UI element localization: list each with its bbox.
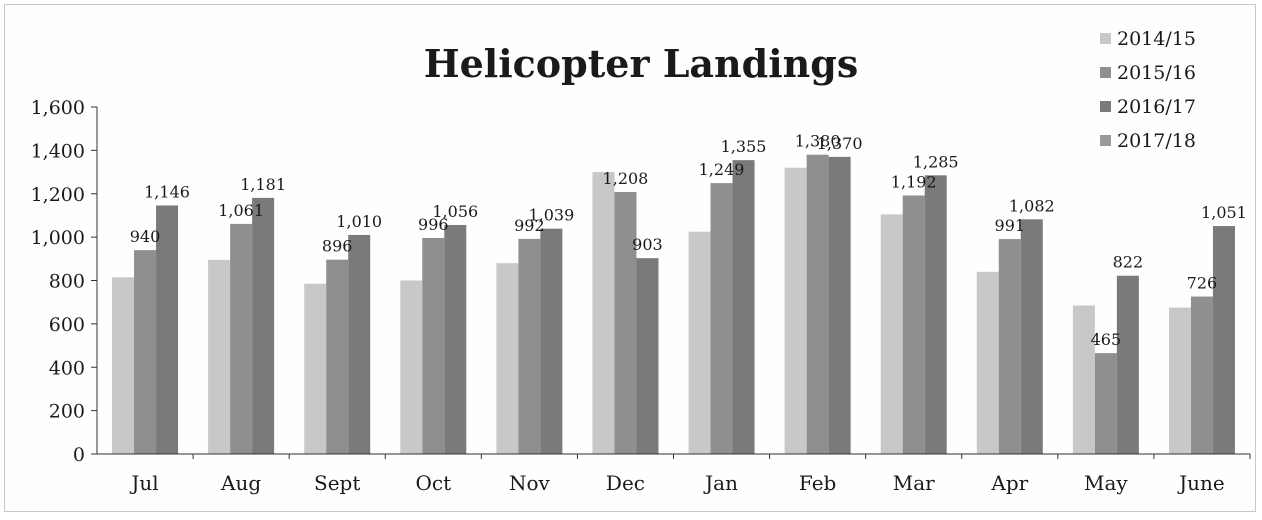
y-tick-label: 1,600 [31, 97, 85, 119]
data-label-2015-16-oct: 996 [418, 215, 449, 234]
chart-frame: Helicopter Landings 2014/15 2015/16 2016/1… [4, 4, 1256, 512]
bar-2014-15-sept [304, 283, 327, 454]
bar-2016-17-apr [1020, 219, 1043, 454]
bar-2014-15-apr [976, 271, 999, 454]
bar-2015-16-jul [134, 250, 157, 454]
bar-2016-17-jan [732, 160, 755, 454]
data-label-2015-16-jul: 940 [130, 227, 161, 246]
x-tick-label-jan: Jan [703, 471, 738, 495]
bar-2015-16-apr [998, 239, 1021, 454]
data-label-2016-17-feb: 1,370 [817, 134, 863, 153]
y-tick-label: 200 [49, 401, 85, 423]
bar-2014-15-june [1168, 307, 1191, 454]
x-tick-label-jul: Jul [129, 471, 158, 495]
data-label-2015-16-feb: 1,380 [795, 132, 841, 151]
legend-swatch-2017-18 [1100, 135, 1111, 146]
data-label-2015-16-jan: 1,249 [699, 160, 745, 179]
y-tick-label: 1,200 [31, 184, 85, 206]
x-tick-label-june: June [1177, 471, 1225, 495]
legend-label-2016-17: 2016/17 [1117, 96, 1196, 118]
bar-2015-16-may [1094, 353, 1117, 454]
bar-2015-16-dec [614, 192, 637, 454]
data-label-2016-17-jul: 1,146 [144, 182, 190, 201]
bar-2016-17-may [1116, 275, 1139, 454]
data-label-2015-16-dec: 1,208 [603, 169, 649, 188]
data-label-2016-17-sept: 1,010 [336, 212, 382, 231]
data-label-2016-17-aug: 1,181 [240, 175, 286, 194]
data-label-2016-17-jan: 1,355 [721, 137, 767, 156]
bar-2014-15-aug [208, 259, 231, 454]
x-axis: Jul Aug Sept Oct Nov Dec Jan Feb Mar Apr May June [97, 453, 1251, 495]
x-tick-label-dec: Dec [606, 471, 645, 495]
x-tick-label-mar: Mar [893, 471, 935, 495]
x-tick-label-aug: Aug [220, 471, 261, 495]
bar-2016-17-feb [828, 156, 851, 454]
bar-2014-15-mar [880, 214, 903, 454]
bar-2014-15-may [1072, 305, 1095, 454]
legend-swatch-2015-16 [1100, 67, 1111, 78]
data-label-2016-17-apr: 1,082 [1009, 196, 1055, 215]
bar-2015-16-oct [422, 237, 445, 454]
y-tick-label: 1,400 [31, 140, 85, 162]
bar-2014-15-oct [400, 280, 423, 454]
data-label-2015-16-may: 465 [1091, 330, 1122, 349]
y-tick-label: 1,000 [31, 227, 85, 249]
data-label-2016-17-june: 1,051 [1201, 203, 1247, 222]
data-label-2016-17-nov: 1,039 [528, 206, 574, 225]
bar-2014-15-feb [784, 167, 807, 454]
bar-2015-16-sept [326, 259, 349, 454]
bar-2016-17-mar [924, 175, 947, 455]
x-tick-label-may: May [1084, 471, 1128, 495]
legend: 2014/15 2015/16 2016/17 2017/18 [1100, 28, 1196, 152]
x-tick-label-sept: Sept [314, 471, 360, 495]
y-tick-label: 0 [73, 444, 85, 466]
legend-label-2015-16: 2015/16 [1117, 62, 1196, 84]
data-label-2015-16-june: 726 [1187, 274, 1218, 293]
data-label-2015-16-sept: 896 [322, 237, 353, 256]
bar-2015-16-aug [230, 223, 253, 454]
bar-2015-16-june [1190, 296, 1213, 454]
bar-2015-16-nov [518, 238, 541, 454]
y-tick-label: 400 [49, 357, 85, 379]
x-tick-label-nov: Nov [509, 471, 551, 495]
legend-label-2017-18: 2017/18 [1117, 130, 1196, 152]
legend-swatch-2014-15 [1100, 33, 1111, 44]
y-axis: 0 200 400 600 800 1,000 1,200 1,400 1,600 [31, 97, 98, 466]
bar-2016-17-june [1212, 226, 1235, 454]
data-label-2015-16-aug: 1,061 [218, 201, 264, 220]
bar-2016-17-oct [444, 224, 467, 454]
bar-2016-17-jul [156, 205, 179, 454]
bars [112, 154, 1235, 455]
bar-2015-16-feb [806, 154, 829, 454]
legend-swatch-2016-17 [1100, 101, 1111, 112]
helicopter-landings-chart: Helicopter Landings 2014/15 2015/16 2016/1… [31, 28, 1251, 495]
y-tick-label: 600 [49, 314, 85, 336]
bar-2014-15-jul [112, 277, 135, 454]
bar-2016-17-aug [252, 197, 275, 455]
data-label-2015-16-mar: 1,192 [891, 172, 937, 191]
data-label-2016-17-mar: 1,285 [913, 152, 959, 171]
bar-2015-16-mar [902, 195, 925, 455]
bar-2015-16-jan [710, 183, 733, 455]
legend-label-2014-15: 2014/15 [1117, 28, 1196, 50]
bar-2016-17-dec [636, 258, 659, 454]
bar-2014-15-dec [592, 172, 615, 454]
x-tick-label-oct: Oct [415, 471, 451, 495]
data-label-2015-16-nov: 992 [514, 216, 545, 235]
x-tick-label-apr: Apr [990, 471, 1028, 495]
bar-2014-15-jan [688, 231, 711, 454]
x-tick-label-feb: Feb [799, 471, 836, 495]
data-label-2016-17-dec: 903 [632, 235, 663, 254]
data-label-2016-17-may: 822 [1113, 253, 1144, 272]
y-tick-label: 800 [49, 271, 85, 293]
bar-2016-17-nov [540, 228, 563, 454]
bar-2014-15-nov [496, 263, 519, 454]
data-label-2016-17-oct: 1,056 [432, 202, 478, 221]
bar-2016-17-sept [348, 234, 371, 454]
chart-title: Helicopter Landings [424, 41, 859, 86]
data-label-2015-16-apr: 991 [995, 216, 1026, 235]
